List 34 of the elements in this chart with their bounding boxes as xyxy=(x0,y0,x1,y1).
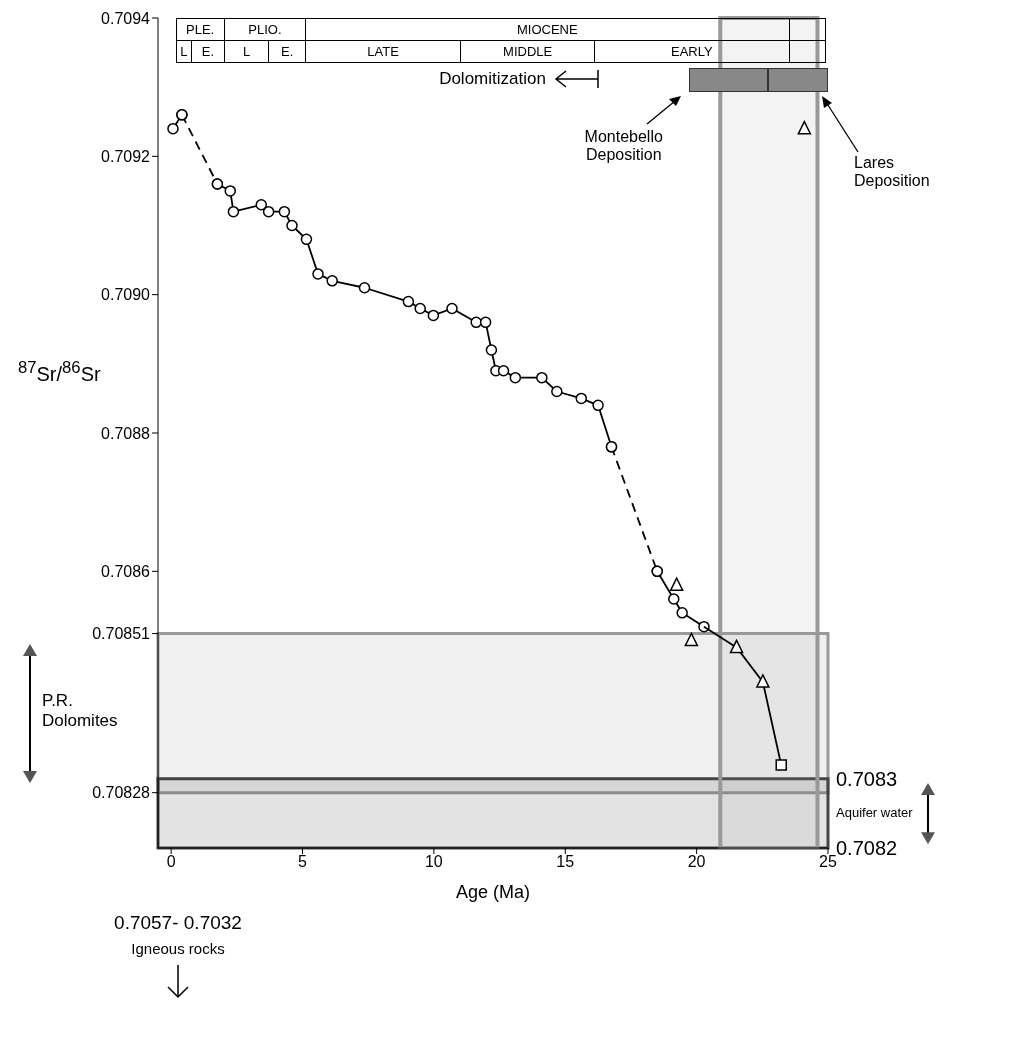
y2-tick-label: 0.7082 xyxy=(836,837,898,860)
x-tick-label: 0 xyxy=(166,853,176,871)
text: 0.7057- 0.7032 xyxy=(113,912,243,934)
y-tick-label: 0.70828 xyxy=(92,784,151,802)
annotation: EARLY xyxy=(594,40,789,62)
annotation: L xyxy=(223,40,269,62)
text: Igneous rocks xyxy=(130,940,226,957)
annotation: PLIO. xyxy=(223,18,306,40)
x-tick-label: 15 xyxy=(556,853,575,871)
y-tick-label: 0.7092 xyxy=(101,148,151,166)
text: Lares Deposition xyxy=(854,154,931,190)
x-tick-label: 5 xyxy=(298,853,308,871)
annotation: Dolomitization xyxy=(439,69,546,89)
annotation: E. xyxy=(191,40,224,62)
y-tick-label: 0.7088 xyxy=(101,424,151,442)
band-label: P.R. Dolomites xyxy=(42,691,118,731)
y-tick-label: 0.7090 xyxy=(101,286,151,304)
band-label: Aquifer water xyxy=(836,805,913,821)
annotation: Montebello Deposition xyxy=(583,128,664,164)
annotation: LATE xyxy=(305,40,461,62)
annotation: E. xyxy=(268,40,306,62)
y2-tick-label: 0.7083 xyxy=(836,767,898,790)
x-tick-label: 10 xyxy=(424,853,443,871)
annotation: L xyxy=(175,40,192,62)
x-axis-title: Age (Ma) xyxy=(455,882,531,902)
y-axis-title: $^{87}$Sr/$^{86}$Sr xyxy=(18,358,101,386)
y-tick-label: 0.70851 xyxy=(92,625,151,643)
annotation: MIDDLE xyxy=(460,40,595,62)
x-tick-label: 20 xyxy=(687,853,706,871)
annotation: PLE. xyxy=(175,18,224,40)
y-tick-label: 0.7086 xyxy=(101,563,151,581)
y-tick-label: 0.7094 xyxy=(101,9,151,27)
annotation: MIOCENE xyxy=(305,18,789,40)
x-tick-label: 25 xyxy=(819,853,837,871)
